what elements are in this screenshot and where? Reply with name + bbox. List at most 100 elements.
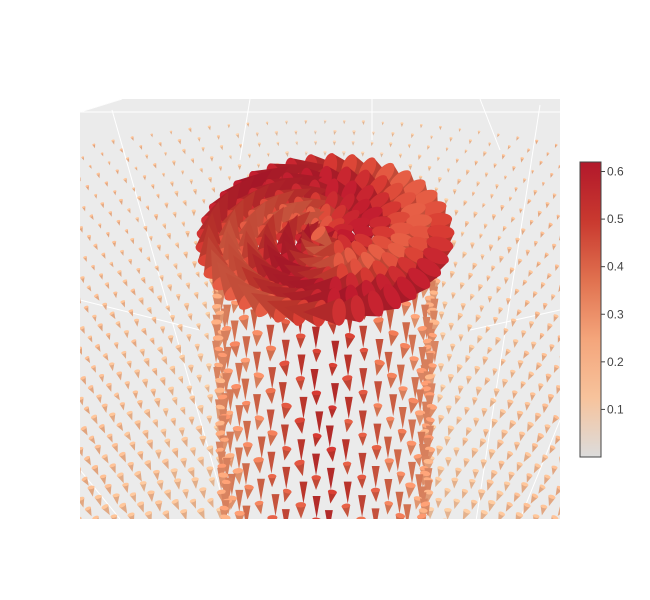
cone xyxy=(123,330,129,339)
cone-base xyxy=(584,279,589,283)
cone xyxy=(325,531,335,546)
cone-body xyxy=(58,520,65,530)
cone-base xyxy=(148,286,154,290)
cone-base xyxy=(477,130,481,132)
cone xyxy=(475,386,482,397)
cone-base xyxy=(91,264,95,268)
cone-body xyxy=(80,468,81,478)
cone xyxy=(520,381,526,390)
cone xyxy=(466,169,470,176)
cone-base xyxy=(156,244,161,247)
cone xyxy=(559,355,560,365)
cone-base xyxy=(485,377,491,381)
cone-base xyxy=(83,256,87,259)
cone-base xyxy=(180,406,186,411)
cone-base xyxy=(486,275,491,278)
cone xyxy=(142,378,149,389)
cone-body xyxy=(323,151,327,157)
cone xyxy=(514,288,520,296)
cone-body xyxy=(531,342,537,350)
cone-base xyxy=(408,164,413,167)
cone-body xyxy=(578,359,583,366)
cone xyxy=(473,211,478,219)
cone xyxy=(126,410,133,421)
cone xyxy=(614,482,622,493)
cone-body xyxy=(61,280,65,286)
cone xyxy=(527,199,532,205)
cone-base xyxy=(209,156,214,159)
cone xyxy=(179,354,185,364)
cone-base xyxy=(68,486,76,493)
cone xyxy=(85,185,90,191)
cone xyxy=(183,302,190,312)
cone-body xyxy=(80,347,83,355)
cone xyxy=(553,314,559,323)
cone-base xyxy=(545,373,552,377)
cone-body xyxy=(575,218,579,223)
cone xyxy=(311,517,322,519)
cone-base xyxy=(573,267,578,271)
cone xyxy=(582,379,588,387)
cone xyxy=(113,190,117,196)
cone xyxy=(552,414,560,424)
cone xyxy=(165,305,170,313)
cone xyxy=(135,217,139,223)
cone-base xyxy=(438,363,444,367)
cone-base xyxy=(189,179,194,182)
cone-body xyxy=(72,268,76,274)
cone xyxy=(584,448,591,458)
cone xyxy=(567,396,573,405)
cone xyxy=(91,264,95,271)
cone-base xyxy=(568,226,572,229)
cone xyxy=(520,157,525,163)
cone xyxy=(162,223,167,230)
cone-body xyxy=(115,525,122,536)
cone xyxy=(156,244,161,252)
cone-base xyxy=(553,414,560,420)
cone xyxy=(546,273,552,280)
cone-base xyxy=(517,309,522,313)
cone-base xyxy=(389,142,393,145)
cone xyxy=(495,337,501,346)
cone xyxy=(49,509,58,520)
cone xyxy=(456,364,463,374)
cone-base xyxy=(102,302,108,306)
cone-base xyxy=(572,316,578,321)
cone xyxy=(174,242,180,249)
cone xyxy=(478,284,483,292)
cone xyxy=(157,346,164,356)
cone-base xyxy=(126,360,132,364)
cone-body xyxy=(484,173,489,178)
cone-base xyxy=(29,412,36,418)
cone-body xyxy=(546,273,552,280)
cone-body xyxy=(446,354,453,363)
cone-base xyxy=(143,357,150,362)
cone xyxy=(62,329,68,338)
cone-base xyxy=(553,314,559,318)
cone xyxy=(63,477,71,488)
cone-base xyxy=(468,272,473,276)
cone xyxy=(552,193,557,200)
cone-body xyxy=(150,523,157,533)
cone xyxy=(530,392,536,402)
cone xyxy=(324,510,333,519)
cone-base xyxy=(59,399,65,404)
cone-base xyxy=(498,307,503,310)
cone xyxy=(516,136,520,141)
cone-base xyxy=(115,321,121,325)
cone-base xyxy=(80,226,83,229)
cone xyxy=(545,202,550,209)
cone-base xyxy=(446,353,453,357)
cone-base xyxy=(490,397,497,402)
cone-base xyxy=(606,422,613,427)
cone-base xyxy=(588,419,594,423)
cone-base xyxy=(598,431,604,436)
cone-base xyxy=(570,466,577,472)
cone-body xyxy=(584,280,588,287)
cone-base xyxy=(559,355,560,359)
cone-base xyxy=(90,365,96,369)
cone-base xyxy=(561,476,568,481)
cone xyxy=(116,219,121,226)
cone-body xyxy=(568,348,573,355)
